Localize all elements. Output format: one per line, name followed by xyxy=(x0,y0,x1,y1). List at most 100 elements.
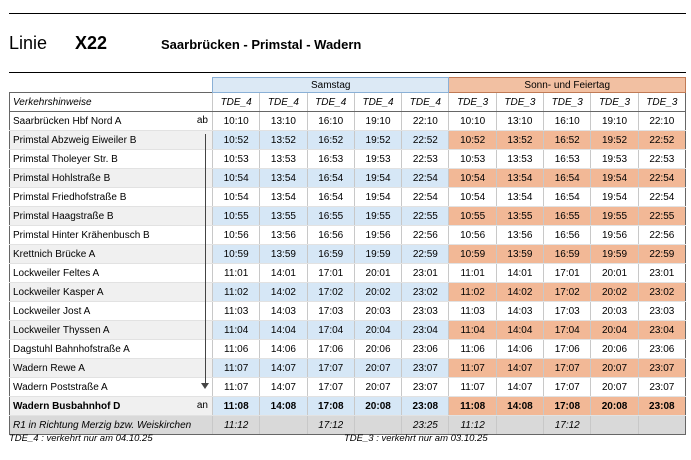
departure-time: 11:03 xyxy=(211,301,260,321)
departure-time: 11:08 xyxy=(448,396,497,416)
departure-time: 22:56 xyxy=(401,225,449,245)
departure-time: 11:07 xyxy=(211,377,260,397)
departure-time: 22:53 xyxy=(637,149,687,169)
departure-time: 17:06 xyxy=(543,339,591,359)
departure-time: 17:08 xyxy=(306,396,355,416)
departure-time: 17:07 xyxy=(543,358,591,378)
departure-time: 11:01 xyxy=(448,263,497,283)
stop-cell: Lockweiler Jost A xyxy=(9,301,213,321)
connection-row: R1 in Richtung Merzig bzw. Weiskirchen 11… xyxy=(9,415,687,435)
departure-time: 20:01 xyxy=(590,263,639,283)
stop-row: Dagstuhl Bahnhofstraße A 11:06 14:06 17:06 2… xyxy=(9,339,687,359)
departure-time: 22:10 xyxy=(637,111,687,131)
stop-cell: Lockweiler Thyssen A xyxy=(9,320,213,340)
departure-time: 10:52 xyxy=(211,130,260,150)
departure-time: 11:04 xyxy=(211,320,260,340)
departure-time: 14:06 xyxy=(495,339,544,359)
departure-time: 17:02 xyxy=(306,282,355,302)
timetable: Samstag Sonn- und Feiertag Verkehrshinwe… xyxy=(9,77,687,435)
stop-row: Lockweiler Feltes A 11:01 14:01 17:01 20:01 2… xyxy=(9,263,687,283)
departure-time: 19:54 xyxy=(353,187,402,207)
departure-time: 16:55 xyxy=(543,206,591,226)
stop-name: Primstal Abzweig Eiweiler B xyxy=(13,134,137,146)
departure-time: 16:53 xyxy=(543,149,591,169)
service-code: TDE_4 xyxy=(306,92,355,112)
departure-time: 20:01 xyxy=(353,263,402,283)
footnote-tde4: TDE_4 : verkehrt nur am 04.10.25 xyxy=(9,433,153,444)
departure-time: 23:07 xyxy=(401,377,449,397)
service-code: TDE_3 xyxy=(495,92,544,112)
departure-time: 14:03 xyxy=(495,301,544,321)
departure-time: 13:54 xyxy=(495,187,544,207)
footnote-tde3: TDE_3 : verkehrt nur am 03.10.25 xyxy=(344,433,488,444)
stop-cell: Lockweiler Feltes A xyxy=(9,263,213,283)
stop-name: Primstal Haagstraße B xyxy=(13,210,114,222)
stop-name: Primstal Hohlstraße B xyxy=(13,172,111,184)
departure-time: 22:56 xyxy=(637,225,687,245)
stop-row: Wadern Rewe A 11:07 14:07 17:07 20:07 23:07 11… xyxy=(9,358,687,378)
top-rule xyxy=(9,13,686,14)
departure-time: 16:54 xyxy=(306,168,355,188)
departure-time: 11:06 xyxy=(211,339,260,359)
departure-time: 13:56 xyxy=(495,225,544,245)
departure-time: 11:07 xyxy=(211,358,260,378)
departure-time: 16:54 xyxy=(306,187,355,207)
departure-time: 14:02 xyxy=(495,282,544,302)
departure-time: 17:01 xyxy=(306,263,355,283)
departure-time: 22:55 xyxy=(637,206,687,226)
departure-time: 22:59 xyxy=(637,244,687,264)
stop-cell: Primstal Friedhofstraße B xyxy=(9,187,213,207)
stop-cell: Primstal Hinter Krähenbusch B xyxy=(9,225,213,245)
connection-time: 11:12 xyxy=(211,415,260,435)
departure-time: 19:56 xyxy=(353,225,402,245)
departure-time: 23:06 xyxy=(401,339,449,359)
header-rule xyxy=(9,72,686,73)
departure-time: 16:52 xyxy=(543,130,591,150)
stop-name: Krettnich Brücke A xyxy=(13,248,96,260)
group-sonntag: Sonn- und Feiertag xyxy=(448,77,686,93)
stop-name: Wadern Poststraße A xyxy=(13,381,108,393)
service-code: TDE_4 xyxy=(259,92,308,112)
stop-name: Lockweiler Thyssen A xyxy=(13,324,110,336)
departure-time: 23:01 xyxy=(401,263,449,283)
departure-time: 20:07 xyxy=(353,377,402,397)
stop-row: Lockweiler Thyssen A 11:04 14:04 17:04 20:04… xyxy=(9,320,687,340)
stop-row: Primstal Friedhofstraße B 10:54 13:54 16:54… xyxy=(9,187,687,207)
departure-time: 14:08 xyxy=(495,396,544,416)
line-number: X22 xyxy=(75,33,108,53)
departure-time: 23:02 xyxy=(401,282,449,302)
departure-time: 22:55 xyxy=(401,206,449,226)
departure-time: 20:07 xyxy=(353,358,402,378)
departure-time: 13:59 xyxy=(495,244,544,264)
departure-time: 10:53 xyxy=(448,149,497,169)
stop-cell: Krettnich Brücke A xyxy=(9,244,213,264)
stop-row: Primstal Haagstraße B 10:55 13:55 16:55 19:5… xyxy=(9,206,687,226)
departure-time: 10:54 xyxy=(211,168,260,188)
departure-time: 13:52 xyxy=(495,130,544,150)
departure-time: 14:01 xyxy=(495,263,544,283)
stop-marker: an xyxy=(196,400,208,411)
connection-label: R1 in Richtung Merzig bzw. Weiskirchen xyxy=(9,415,213,435)
departure-time: 14:07 xyxy=(495,358,544,378)
departure-time: 16:56 xyxy=(543,225,591,245)
departure-time: 10:10 xyxy=(211,111,260,131)
stop-row: Wadern Poststraße A 11:07 14:07 17:07 20:07 2… xyxy=(9,377,687,397)
departure-time: 13:56 xyxy=(259,225,308,245)
stop-cell: Lockweiler Kasper A xyxy=(9,282,213,302)
stop-row: Primstal Hohlstraße B 10:54 13:54 16:54 19:5… xyxy=(9,168,687,188)
departure-time: 14:01 xyxy=(259,263,308,283)
departure-time: 13:53 xyxy=(259,149,308,169)
departure-time: 14:06 xyxy=(259,339,308,359)
departure-time: 22:52 xyxy=(637,130,687,150)
departure-time: 22:54 xyxy=(637,187,687,207)
departure-time: 23:07 xyxy=(401,358,449,378)
stop-cell: Wadern Busbahnhof D an xyxy=(9,396,213,416)
departure-time: 16:53 xyxy=(306,149,355,169)
connection-time: 17:12 xyxy=(306,415,355,435)
stop-cell: Wadern Poststraße A xyxy=(9,377,213,397)
departure-time: 22:10 xyxy=(401,111,449,131)
group-header-row: Samstag Sonn- und Feiertag xyxy=(10,77,686,93)
departure-time: 17:02 xyxy=(543,282,591,302)
departure-time: 11:03 xyxy=(448,301,497,321)
